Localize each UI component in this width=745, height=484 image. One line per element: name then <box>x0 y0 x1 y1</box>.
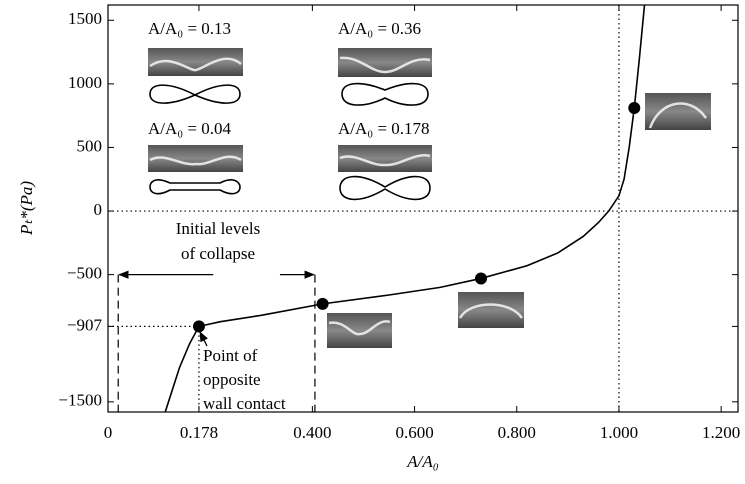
annotation: wall contact <box>203 394 286 413</box>
data-point <box>628 102 641 115</box>
annotation: of collapse <box>181 244 255 263</box>
x-tick-label: 0.400 <box>293 423 331 442</box>
y-axis-label: Pₜ*(Pa) <box>17 181 36 236</box>
x-axis-label: A/A₀ <box>406 452 438 471</box>
annotation: Point of <box>203 346 258 365</box>
data-point <box>192 320 205 333</box>
y-tick-label: −500 <box>67 264 102 283</box>
x-tick-label: 1.000 <box>600 423 638 442</box>
x-tick-label: 0.178 <box>180 423 218 442</box>
x-tick-label: 1.200 <box>702 423 740 442</box>
y-tick-label: −1500 <box>58 391 102 410</box>
annotation: A/A₀ = 0.178 <box>338 119 430 138</box>
y-tick-label: 1500 <box>68 9 102 28</box>
plot-frame <box>107 4 739 413</box>
annotation: A/A₀ = 0.13 <box>148 19 231 38</box>
data-point <box>474 272 487 285</box>
annotation-arrow <box>199 331 208 347</box>
annotation: A/A₀ = 0.04 <box>148 119 232 138</box>
y-tick-label: 500 <box>77 136 103 155</box>
data-point <box>316 297 329 310</box>
y-tick-label: −907 <box>67 315 103 334</box>
y-tick-label: 1000 <box>68 73 102 92</box>
curve <box>164 4 646 413</box>
annotation: opposite <box>203 370 261 389</box>
annotation: A/A₀ = 0.36 <box>338 19 421 38</box>
y-tick-label: 0 <box>94 200 103 219</box>
x-tick-label: 0 <box>104 423 113 442</box>
inset-images <box>148 48 711 348</box>
x-tick-label: 0.800 <box>498 423 536 442</box>
x-tick-label: 0.600 <box>395 423 433 442</box>
annotation: Initial levels <box>176 219 261 238</box>
